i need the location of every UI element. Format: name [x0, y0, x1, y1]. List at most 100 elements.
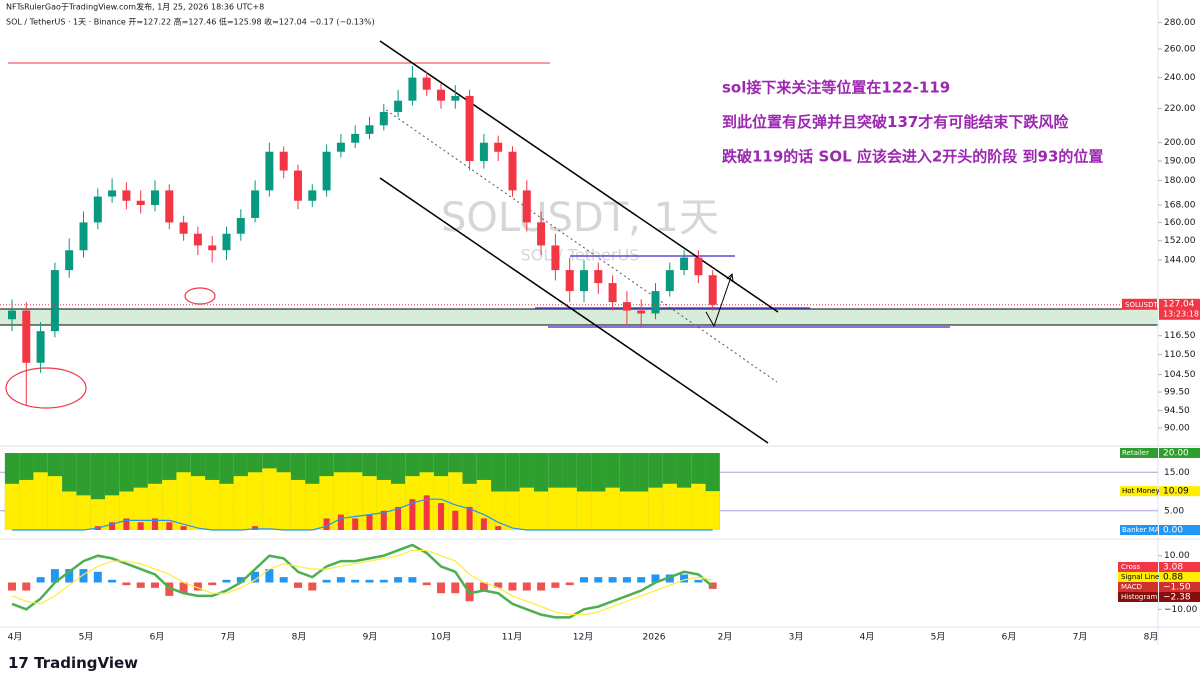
histogram-bar — [508, 582, 517, 591]
legend-tag — [1118, 572, 1158, 582]
histogram-bar — [36, 577, 45, 583]
legend-value-tag — [1159, 448, 1200, 458]
histogram-bar — [236, 577, 245, 583]
indicator-bar — [205, 479, 220, 530]
candle-body — [494, 142, 503, 152]
candle-body — [208, 245, 217, 251]
y-tick-label: 280.00 — [1164, 18, 1196, 28]
histogram-bar — [193, 582, 202, 591]
y-tick-label: 260.00 — [1164, 45, 1196, 55]
histogram-bar — [208, 582, 217, 586]
histogram-bar — [565, 582, 574, 586]
indicator-bar — [190, 476, 206, 530]
indicator-bar — [90, 499, 105, 530]
histogram-bar — [322, 579, 331, 583]
candle-body — [637, 310, 646, 314]
candle-body — [22, 310, 31, 363]
indicator-bar — [180, 526, 187, 530]
candle-body — [508, 151, 517, 191]
histogram-bar — [437, 582, 445, 594]
y-tick-label: 94.50 — [1164, 406, 1190, 416]
indicator-bar — [290, 479, 306, 530]
histogram-bar — [179, 582, 188, 594]
candle-body — [222, 233, 231, 251]
histogram-bar — [136, 582, 145, 588]
histogram-bar — [279, 577, 288, 583]
legend-value: −2.38 — [1163, 593, 1191, 603]
candle-body — [537, 222, 546, 246]
legend-name: Cross — [1121, 563, 1141, 571]
indicator-bar — [123, 518, 130, 530]
x-tick-label: 6月 — [150, 632, 165, 643]
legend-tag — [1118, 582, 1158, 592]
price-tag — [1159, 298, 1200, 320]
y-tick-label: 104.50 — [1164, 370, 1196, 380]
y-tick-label: 110.50 — [1164, 350, 1196, 360]
indicator-bar — [662, 483, 677, 530]
legend-tag — [1118, 592, 1158, 602]
histogram-bar — [551, 582, 560, 588]
histogram-bar — [422, 582, 431, 586]
legend-value: −1.50 — [1163, 583, 1191, 593]
histogram-bar — [608, 577, 617, 583]
indicator-bar — [62, 491, 77, 530]
indicator-bar — [619, 491, 635, 530]
legend-value-tag — [1159, 572, 1200, 582]
indicator-bar — [476, 479, 492, 530]
legend-tag — [1120, 525, 1158, 535]
brand-name: TradingView — [34, 654, 138, 672]
watermark: SOLUSDT, 1天 — [441, 195, 719, 241]
legend-value-tag — [1159, 525, 1200, 535]
indicator-bar — [176, 472, 191, 530]
candle-body — [308, 190, 317, 201]
indicator-bar — [133, 487, 148, 530]
histogram-bar — [79, 569, 88, 583]
x-tick-label: 7月 — [1073, 632, 1088, 643]
arrow-head — [726, 272, 734, 282]
x-tick-label: 7月 — [221, 632, 236, 643]
indicator-bar — [219, 483, 234, 530]
annotation: sol接下来关注等位置在122-119 — [722, 79, 950, 97]
histogram-bar — [637, 577, 646, 583]
y-tick-label: 90.00 — [1164, 423, 1190, 433]
indicator-bar — [448, 472, 463, 530]
x-tick-label: 12月 — [573, 632, 593, 643]
y-tick-label: 99.50 — [1164, 388, 1190, 398]
y-tick-label: 190.00 — [1164, 157, 1196, 167]
indicator-bar — [19, 479, 34, 530]
indicator-bar — [162, 479, 177, 530]
y-tick-label: 168.00 — [1164, 200, 1196, 210]
histogram-bar — [580, 577, 588, 583]
candle-body — [236, 217, 245, 234]
candle-body — [651, 291, 660, 314]
indicator-bar — [395, 506, 402, 530]
candle-body — [279, 151, 288, 171]
macd-line — [11, 543, 714, 619]
candle-body — [379, 111, 388, 126]
indicator-bar — [147, 483, 163, 530]
price-tag-label: 127.04 — [1163, 299, 1195, 309]
indicator-bar — [376, 479, 391, 530]
histogram-bar — [622, 577, 631, 583]
candle-body — [193, 233, 202, 246]
histogram-bar — [408, 577, 417, 583]
legend-value: 0.00 — [1163, 526, 1183, 536]
y-tick-label: 160.00 — [1164, 218, 1196, 228]
candle-body — [394, 100, 403, 112]
indicator-bar — [319, 476, 334, 530]
indicator-bar — [4, 483, 20, 530]
y-tick-label: 240.00 — [1164, 73, 1196, 83]
indicator-bar — [76, 495, 91, 530]
histogram-bar — [165, 582, 174, 596]
candle-body — [165, 190, 174, 223]
legend-name: MACD — [1121, 583, 1142, 591]
histogram-bar — [151, 582, 159, 588]
indicator-bar — [33, 472, 48, 530]
x-tick-label: 6月 — [1002, 632, 1017, 643]
y-tick-label: 116.50 — [1164, 331, 1196, 341]
candle-body — [437, 89, 445, 101]
candle-body — [93, 196, 102, 223]
channel-mid — [385, 109, 778, 383]
